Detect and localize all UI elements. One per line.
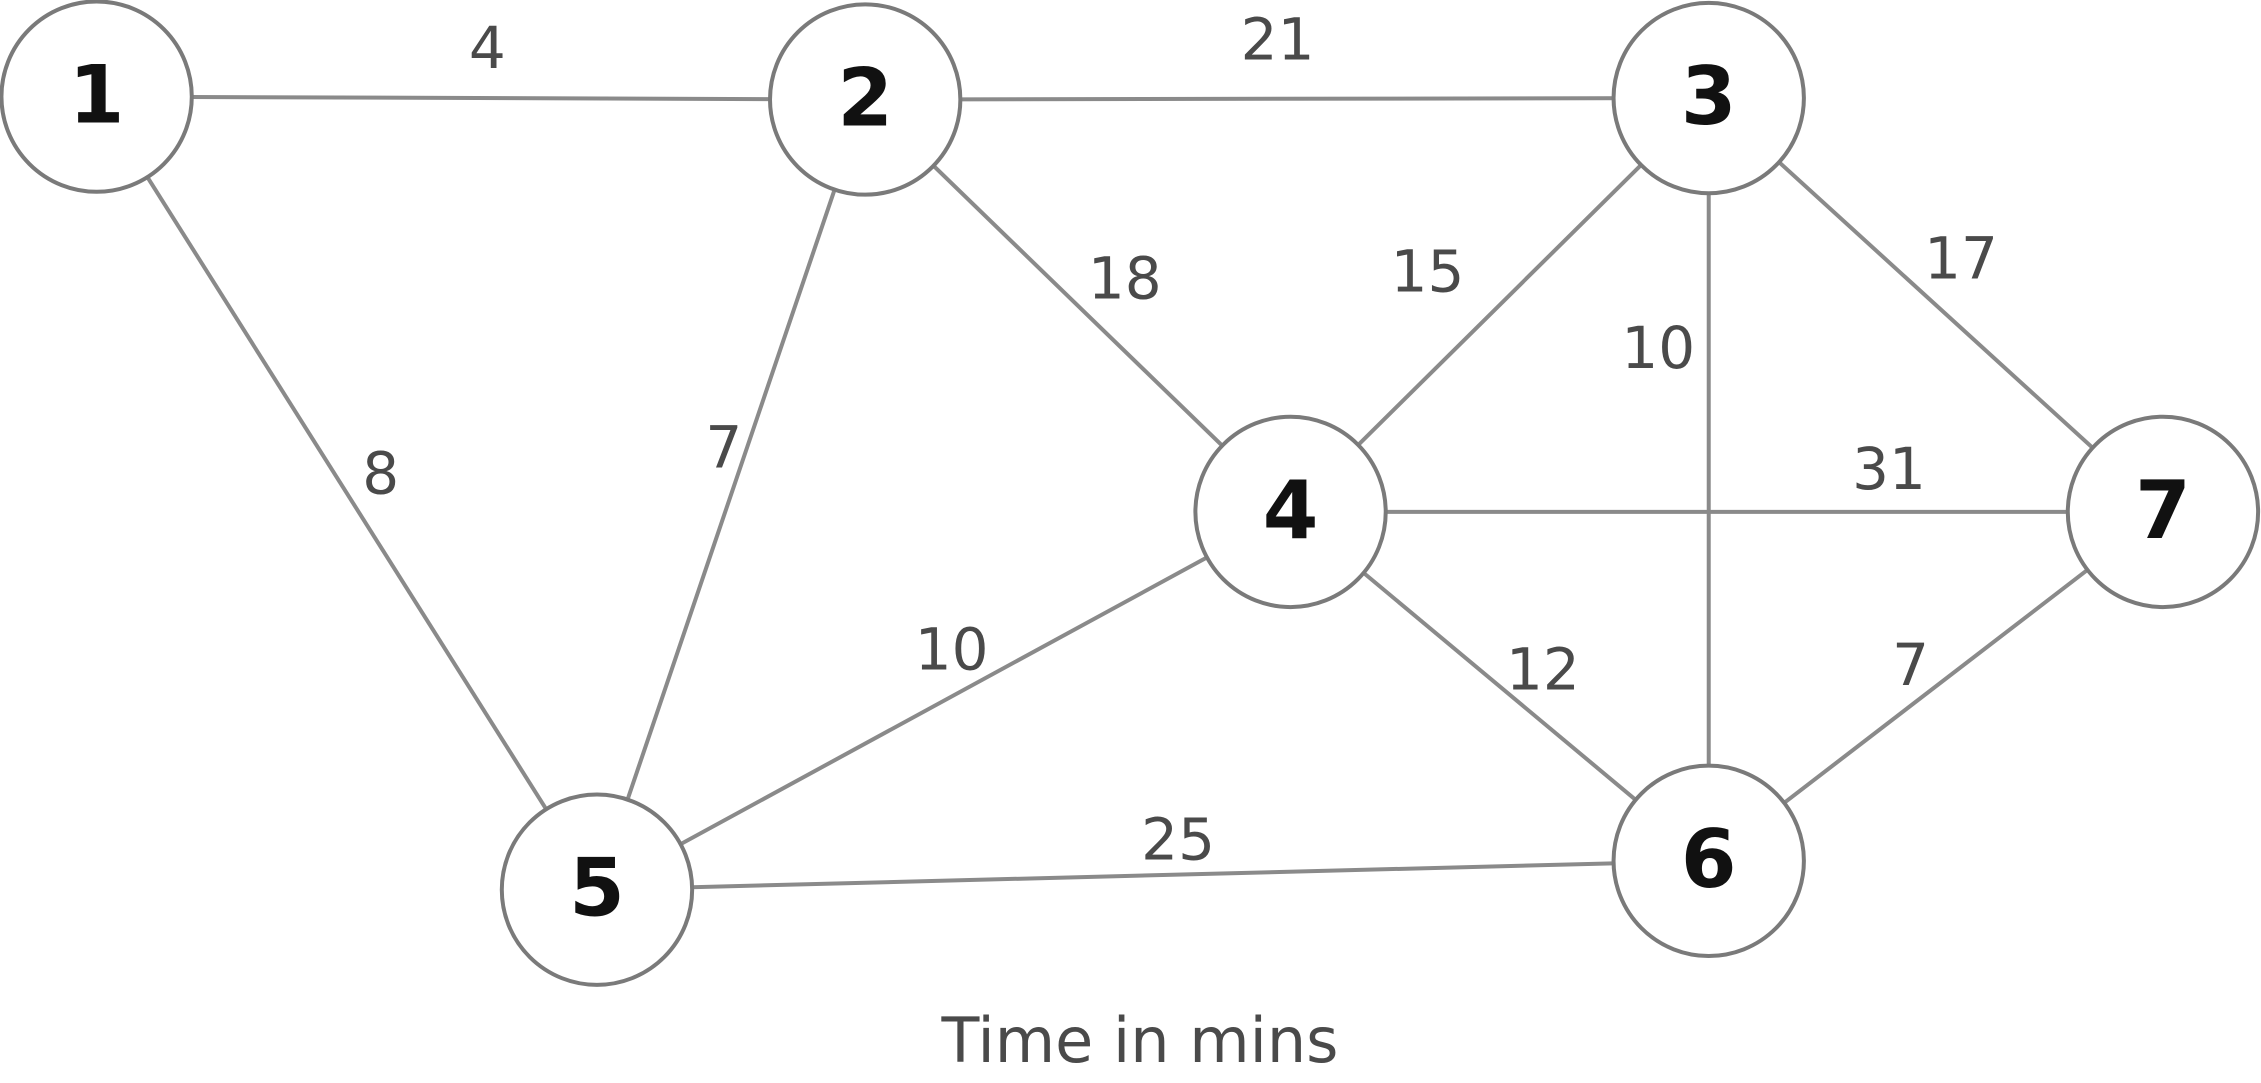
node-circle-5: [499, 792, 695, 987]
node-1: 1: [0, 0, 194, 194]
node-5: 5: [499, 792, 695, 987]
node-label-2: 2: [837, 51, 893, 144]
nodes-layer: 1 2 345 67: [0, 0, 2261, 987]
edge-weight-1-5: 8: [362, 439, 399, 507]
node-circle-4: [1193, 414, 1388, 610]
node-circle-6: [1611, 763, 1806, 959]
node-2: 2: [768, 2, 963, 197]
edge-1-5: [94, 95, 599, 891]
edge-2-3: [865, 96, 1709, 102]
node-circle-1: [0, 0, 194, 194]
node-circle-7: [2065, 414, 2261, 610]
edge-1-2: [96, 94, 866, 102]
edge-2-4: [863, 98, 1292, 514]
node-circle-3: [1611, 0, 1806, 196]
node-4: 4: [1193, 414, 1388, 610]
node-label-4: 4: [1263, 464, 1319, 557]
edge-weight-5-6: 25: [1141, 806, 1215, 874]
edge-3-4: [1289, 96, 1711, 514]
node-6: 6: [1611, 763, 1806, 959]
node-label-1: 1: [69, 49, 125, 142]
edge-weight-3-7: 17: [1924, 225, 1998, 293]
edge-weight-2-5: 7: [705, 413, 742, 481]
edge-5-6: [596, 858, 1709, 892]
edge-4-5: [596, 510, 1292, 892]
node-7: 7: [2065, 414, 2261, 610]
edge-2-5: [595, 98, 868, 891]
edge-weight-4-5: 10: [915, 615, 989, 683]
edge-weight-3-6: 10: [1621, 314, 1695, 382]
edge-weight-2-3: 21: [1241, 5, 1315, 73]
edge-labels-layer: 4 21 8 7 18 15 10 17 31 10 12 7 25: [362, 5, 1998, 873]
edge-weight-6-7: 7: [1892, 631, 1929, 699]
diagram-caption: Time in mins: [941, 1004, 1339, 1077]
node-circle-2: [768, 2, 963, 197]
edge-weight-3-4: 15: [1391, 238, 1465, 306]
node-label-6: 6: [1681, 813, 1737, 906]
edge-3-7: [1707, 96, 2165, 514]
node-label-3: 3: [1681, 50, 1737, 143]
edge-weight-1-2: 4: [469, 14, 506, 82]
node-label-7: 7: [2135, 464, 2191, 557]
edge-weight-4-7: 31: [1852, 435, 1926, 503]
node-3: 3: [1611, 0, 1806, 196]
edge-weight-4-6: 12: [1506, 636, 1580, 704]
node-label-5: 5: [569, 842, 625, 935]
edge-weight-2-4: 18: [1088, 245, 1162, 313]
